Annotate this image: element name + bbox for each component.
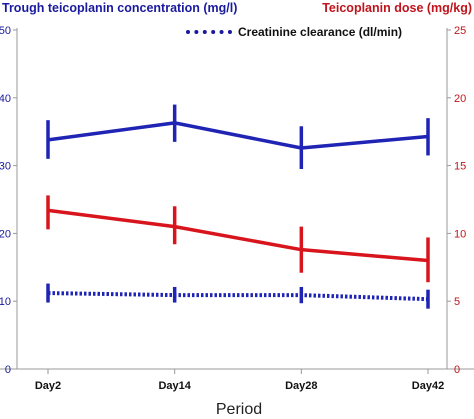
right-tick-label-0: 0	[454, 364, 460, 376]
x-tick-label-day14: Day14	[158, 380, 191, 392]
x-axis-label-text: Period	[215, 401, 263, 418]
left-tick-label-1: 10	[0, 296, 11, 308]
x-tick-label-day28: Day28	[285, 380, 317, 392]
left-tick-label-0: 0	[5, 364, 11, 376]
right-tick-label-3: 15	[454, 161, 466, 173]
x-tick-label-day42: Day42	[412, 380, 444, 392]
right-tick-label-1: 5	[454, 296, 460, 308]
left-tick-label-3: 30	[0, 161, 11, 173]
series-line-creatinine	[47, 291, 429, 302]
series-line-dose	[47, 208, 429, 263]
left-tick-label-5: 50	[0, 25, 11, 37]
right-tick-label-2: 10	[454, 228, 466, 240]
right-tick-label-4: 20	[454, 93, 466, 105]
legend: Creatinine clearance (dl/min)	[186, 25, 402, 39]
legend-label-creatinine: Creatinine clearance (dl/min)	[238, 25, 403, 39]
x-tick-label-day2: Day2	[35, 380, 61, 392]
left-axis-title: Trough teicoplanin concentration (mg/l)	[2, 1, 238, 15]
left-tick-label-2: 20	[0, 228, 11, 240]
left-tick-label-4: 40	[0, 93, 11, 105]
right-tick-label-5: 25	[454, 25, 466, 37]
x-axis-label: Period	[0, 401, 474, 419]
series-line-trough	[47, 121, 429, 150]
legend-swatch-dotted	[186, 30, 232, 34]
right-axis-title: Teicoplanin dose (mg/kg)	[322, 1, 472, 15]
